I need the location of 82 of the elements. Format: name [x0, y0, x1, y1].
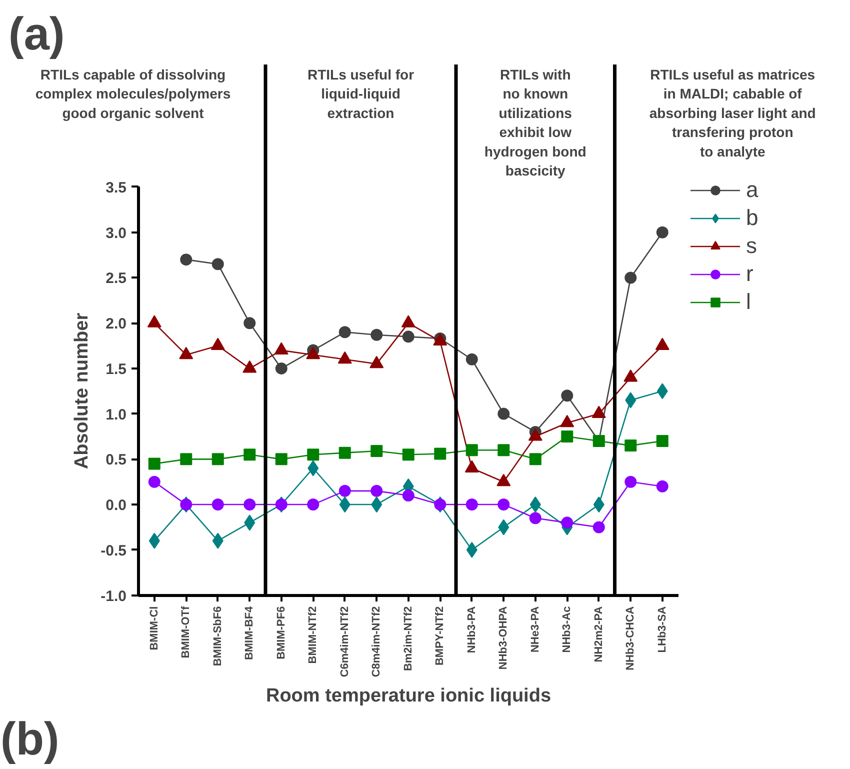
- y-tick-label: 2.5: [106, 270, 127, 288]
- y-tick-label: -0.5: [100, 542, 127, 560]
- point: [561, 516, 574, 529]
- point: [370, 328, 383, 341]
- point: [529, 512, 542, 524]
- x-tick-label: BMIM-Cl: [148, 606, 160, 650]
- y-tick-label: 1.0: [106, 406, 127, 424]
- point: [212, 498, 224, 511]
- text: RTILs with no known utilizations exhibit low hydrogen bond bascicity: [484, 66, 586, 179]
- x-tick-label: NHb3-PA: [466, 606, 478, 654]
- x-axis-title: Room temperature ionic liquids: [266, 685, 552, 706]
- point: [148, 476, 160, 488]
- legend-label: s: [746, 233, 758, 259]
- y-axis-title: Absolute number: [72, 312, 93, 470]
- point: [624, 440, 637, 452]
- x-tick-label: BMIM-PF6: [275, 606, 288, 660]
- point: [466, 498, 478, 511]
- point: [656, 480, 668, 492]
- point: [656, 226, 668, 238]
- x-tick-label: C8m4im-NTf2: [370, 606, 383, 678]
- point: [244, 498, 256, 511]
- x-tick-label: NHb3-Ac: [561, 606, 574, 653]
- point: [307, 448, 320, 461]
- text: RTILs useful for liquid-liquid extraction: [307, 66, 415, 121]
- x-tick-label: BMIM-BF4: [244, 605, 256, 660]
- y-tick-label: -1.0: [100, 588, 127, 605]
- point: [624, 476, 637, 488]
- point: [244, 317, 256, 330]
- point: [212, 258, 224, 270]
- chart-title: (a): [8, 8, 65, 60]
- point: [370, 484, 383, 497]
- x-tick-label: BMIM-NTf2: [307, 606, 320, 664]
- y-tick-label: 0.0: [106, 497, 127, 514]
- point: [402, 330, 414, 343]
- point: [275, 362, 288, 374]
- point: [529, 453, 542, 466]
- text: RTILs capable of dissolving complex molecules/polymers good organic solvent: [35, 66, 231, 121]
- point: [561, 390, 574, 402]
- point: [307, 498, 320, 511]
- point: [624, 272, 637, 284]
- point: [402, 448, 414, 461]
- text: RTILs useful as matrices in MALDI; cabable of absorbing laser light and transfering proton to analyte: [649, 66, 816, 160]
- point: [180, 254, 192, 266]
- y-tick-label: 2.0: [106, 316, 127, 333]
- point: [498, 444, 510, 456]
- point: [148, 458, 160, 470]
- point: [338, 326, 351, 338]
- point: [466, 353, 478, 366]
- x-tick-label: C6m4im-NTf2: [338, 606, 351, 678]
- point: [561, 430, 574, 442]
- x-tick-label: NHb3-OHPA: [498, 606, 510, 670]
- x-tick-label: BMIM-OTf: [180, 606, 192, 658]
- point: [338, 446, 351, 459]
- legend-label: b: [746, 205, 760, 231]
- point: [592, 521, 605, 534]
- point: [180, 453, 192, 466]
- text: (b): [0, 712, 60, 764]
- x-tick-label: NHe3-PA: [529, 606, 542, 653]
- point: [212, 453, 224, 466]
- point: [402, 489, 414, 502]
- point: [338, 484, 351, 497]
- legend-label: r: [746, 261, 754, 287]
- x-tick-label: NHb3-CHCA: [624, 606, 637, 670]
- point: [275, 453, 288, 466]
- y-tick-label: 1.5: [106, 360, 127, 378]
- point: [656, 435, 668, 448]
- point: [498, 408, 510, 420]
- x-tick-label: LHb3-SA: [656, 606, 668, 653]
- x-tick-label: NH2m2-PA: [592, 606, 605, 662]
- x-tick-label: BMPY-NTf2: [434, 606, 446, 666]
- point: [498, 498, 510, 511]
- y-tick-label: 0.5: [106, 452, 127, 469]
- x-tick-label: BMIM-SbF6: [212, 606, 224, 666]
- legend-label: l: [746, 289, 752, 315]
- y-tick-label: 3.5: [106, 179, 127, 196]
- legend-label: a: [746, 177, 760, 203]
- point: [434, 448, 446, 460]
- point: [244, 448, 256, 461]
- y-tick-label: 3.0: [106, 224, 127, 242]
- point: [370, 445, 383, 458]
- point: [466, 444, 478, 456]
- x-tick-label: Bm2im-NTf2: [402, 606, 414, 672]
